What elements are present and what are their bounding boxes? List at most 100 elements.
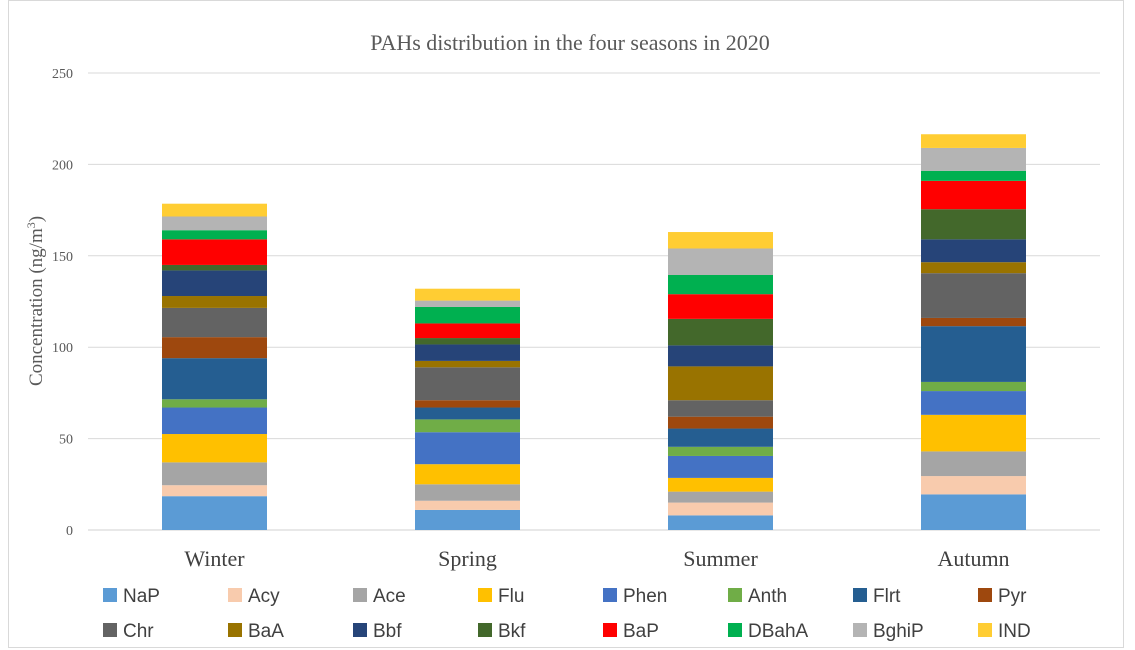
bar-segment [921, 476, 1026, 495]
legend-item: Anth [728, 586, 787, 607]
legend-item: Flrt [853, 586, 901, 607]
y-tick-label: 0 [66, 524, 73, 539]
bar-segment [668, 502, 773, 516]
bar-segment [921, 451, 1026, 477]
bar-segment [415, 419, 520, 433]
legend-label: Flu [498, 586, 524, 607]
bar-segment [921, 381, 1026, 392]
legend: NaP Acy Ace Flu Phen Anth Flrt Pyr Chr BaA Bbf Bkf B… [103, 586, 1031, 642]
legend-item: Ace [353, 586, 406, 607]
bar-segment [162, 307, 267, 338]
bar-segment [415, 367, 520, 401]
x-tick-label: Summer [683, 546, 758, 571]
legend-swatch [603, 623, 617, 637]
legend-label: Anth [748, 586, 787, 607]
x-tick-labels: Winter Spring Summer Autumn [184, 546, 1009, 571]
bar-segment [415, 484, 520, 501]
bar-segment [415, 344, 520, 361]
bar-segment [162, 296, 267, 308]
legend-label: Flrt [873, 586, 901, 607]
legend-item: BghiP [853, 621, 924, 642]
bar-segment [415, 432, 520, 465]
legend-swatch [853, 623, 867, 637]
legend-label: BaA [248, 621, 284, 642]
bar-segment [668, 248, 773, 275]
bar-segment [415, 509, 520, 530]
bar-segment [162, 434, 267, 463]
y-axis-label-main: Concentration (ng/m [26, 228, 47, 386]
legend-label: Pyr [998, 586, 1027, 607]
bar-segment [668, 416, 773, 429]
bar-segment [921, 209, 1026, 240]
y-tick-label: 250 [52, 67, 73, 82]
bar-segment [162, 270, 267, 297]
bar-segment [921, 326, 1026, 382]
y-tick-label: 100 [52, 341, 73, 356]
legend-label: NaP [123, 586, 160, 607]
legend-item: DBahA [728, 621, 809, 642]
legend-item: Bbf [353, 621, 402, 642]
y-tick-label: 50 [59, 433, 73, 448]
bar-segment [162, 462, 267, 486]
legend-label: Phen [623, 586, 667, 607]
bar-segment [162, 230, 267, 240]
y-tick-labels: 0 50 100 150 200 250 [52, 67, 73, 539]
y-axis-label-sup: 3 [24, 222, 38, 228]
legend-swatch [353, 588, 367, 602]
bar-segment [668, 345, 773, 367]
bars [162, 134, 1026, 530]
bar-segment [921, 180, 1026, 210]
bar-segment [668, 428, 773, 447]
bar-segment [162, 264, 267, 271]
bar-segment [668, 491, 773, 503]
bar-segment [921, 273, 1026, 318]
bar-segment [921, 170, 1026, 181]
legend-swatch [603, 588, 617, 602]
bar-segment [415, 400, 520, 408]
bar-segment [162, 216, 267, 231]
bar-segment [415, 300, 520, 307]
bar-segment [415, 323, 520, 339]
legend-item: Pyr [978, 586, 1027, 607]
y-tick-label: 200 [52, 158, 73, 173]
legend-label: Bbf [373, 621, 402, 642]
legend-item: BaP [603, 621, 659, 642]
bar-segment [162, 496, 267, 530]
legend-swatch [353, 623, 367, 637]
bar-segment [921, 391, 1026, 415]
y-axis-label: Concentration (ng/m3) [24, 216, 47, 386]
legend-label: DBahA [748, 621, 809, 642]
bar-segment [415, 338, 520, 345]
legend-swatch [728, 588, 742, 602]
legend-label: BaP [623, 621, 659, 642]
legend-item: Acy [228, 586, 280, 607]
bar-segment [668, 294, 773, 319]
bar-segment [415, 288, 520, 301]
bar-segment [921, 414, 1026, 452]
legend-swatch [478, 588, 492, 602]
bar-segment [162, 358, 267, 400]
bar-segment [668, 366, 773, 401]
bar-segment [921, 494, 1026, 530]
legend-swatch [228, 588, 242, 602]
legend-label: IND [998, 621, 1031, 642]
legend-swatch [103, 588, 117, 602]
bar-segment [415, 464, 520, 485]
bar-segment [162, 203, 267, 217]
legend-item: Chr [103, 621, 154, 642]
x-tick-label: Spring [438, 546, 497, 571]
bar-segment [668, 400, 773, 417]
bar-segment [415, 306, 520, 324]
bar-segment [921, 239, 1026, 263]
bar-segment [921, 317, 1026, 327]
bar-segment [162, 239, 267, 265]
bar-segment [668, 274, 773, 295]
bar-segment [668, 232, 773, 249]
legend-label: Ace [373, 586, 406, 607]
bar-segment [162, 337, 267, 359]
chart-title: PAHs distribution in the four seasons in… [370, 30, 769, 55]
x-tick-label: Autumn [937, 546, 1009, 571]
bar-segment [162, 407, 267, 435]
bar-segment [415, 500, 520, 510]
